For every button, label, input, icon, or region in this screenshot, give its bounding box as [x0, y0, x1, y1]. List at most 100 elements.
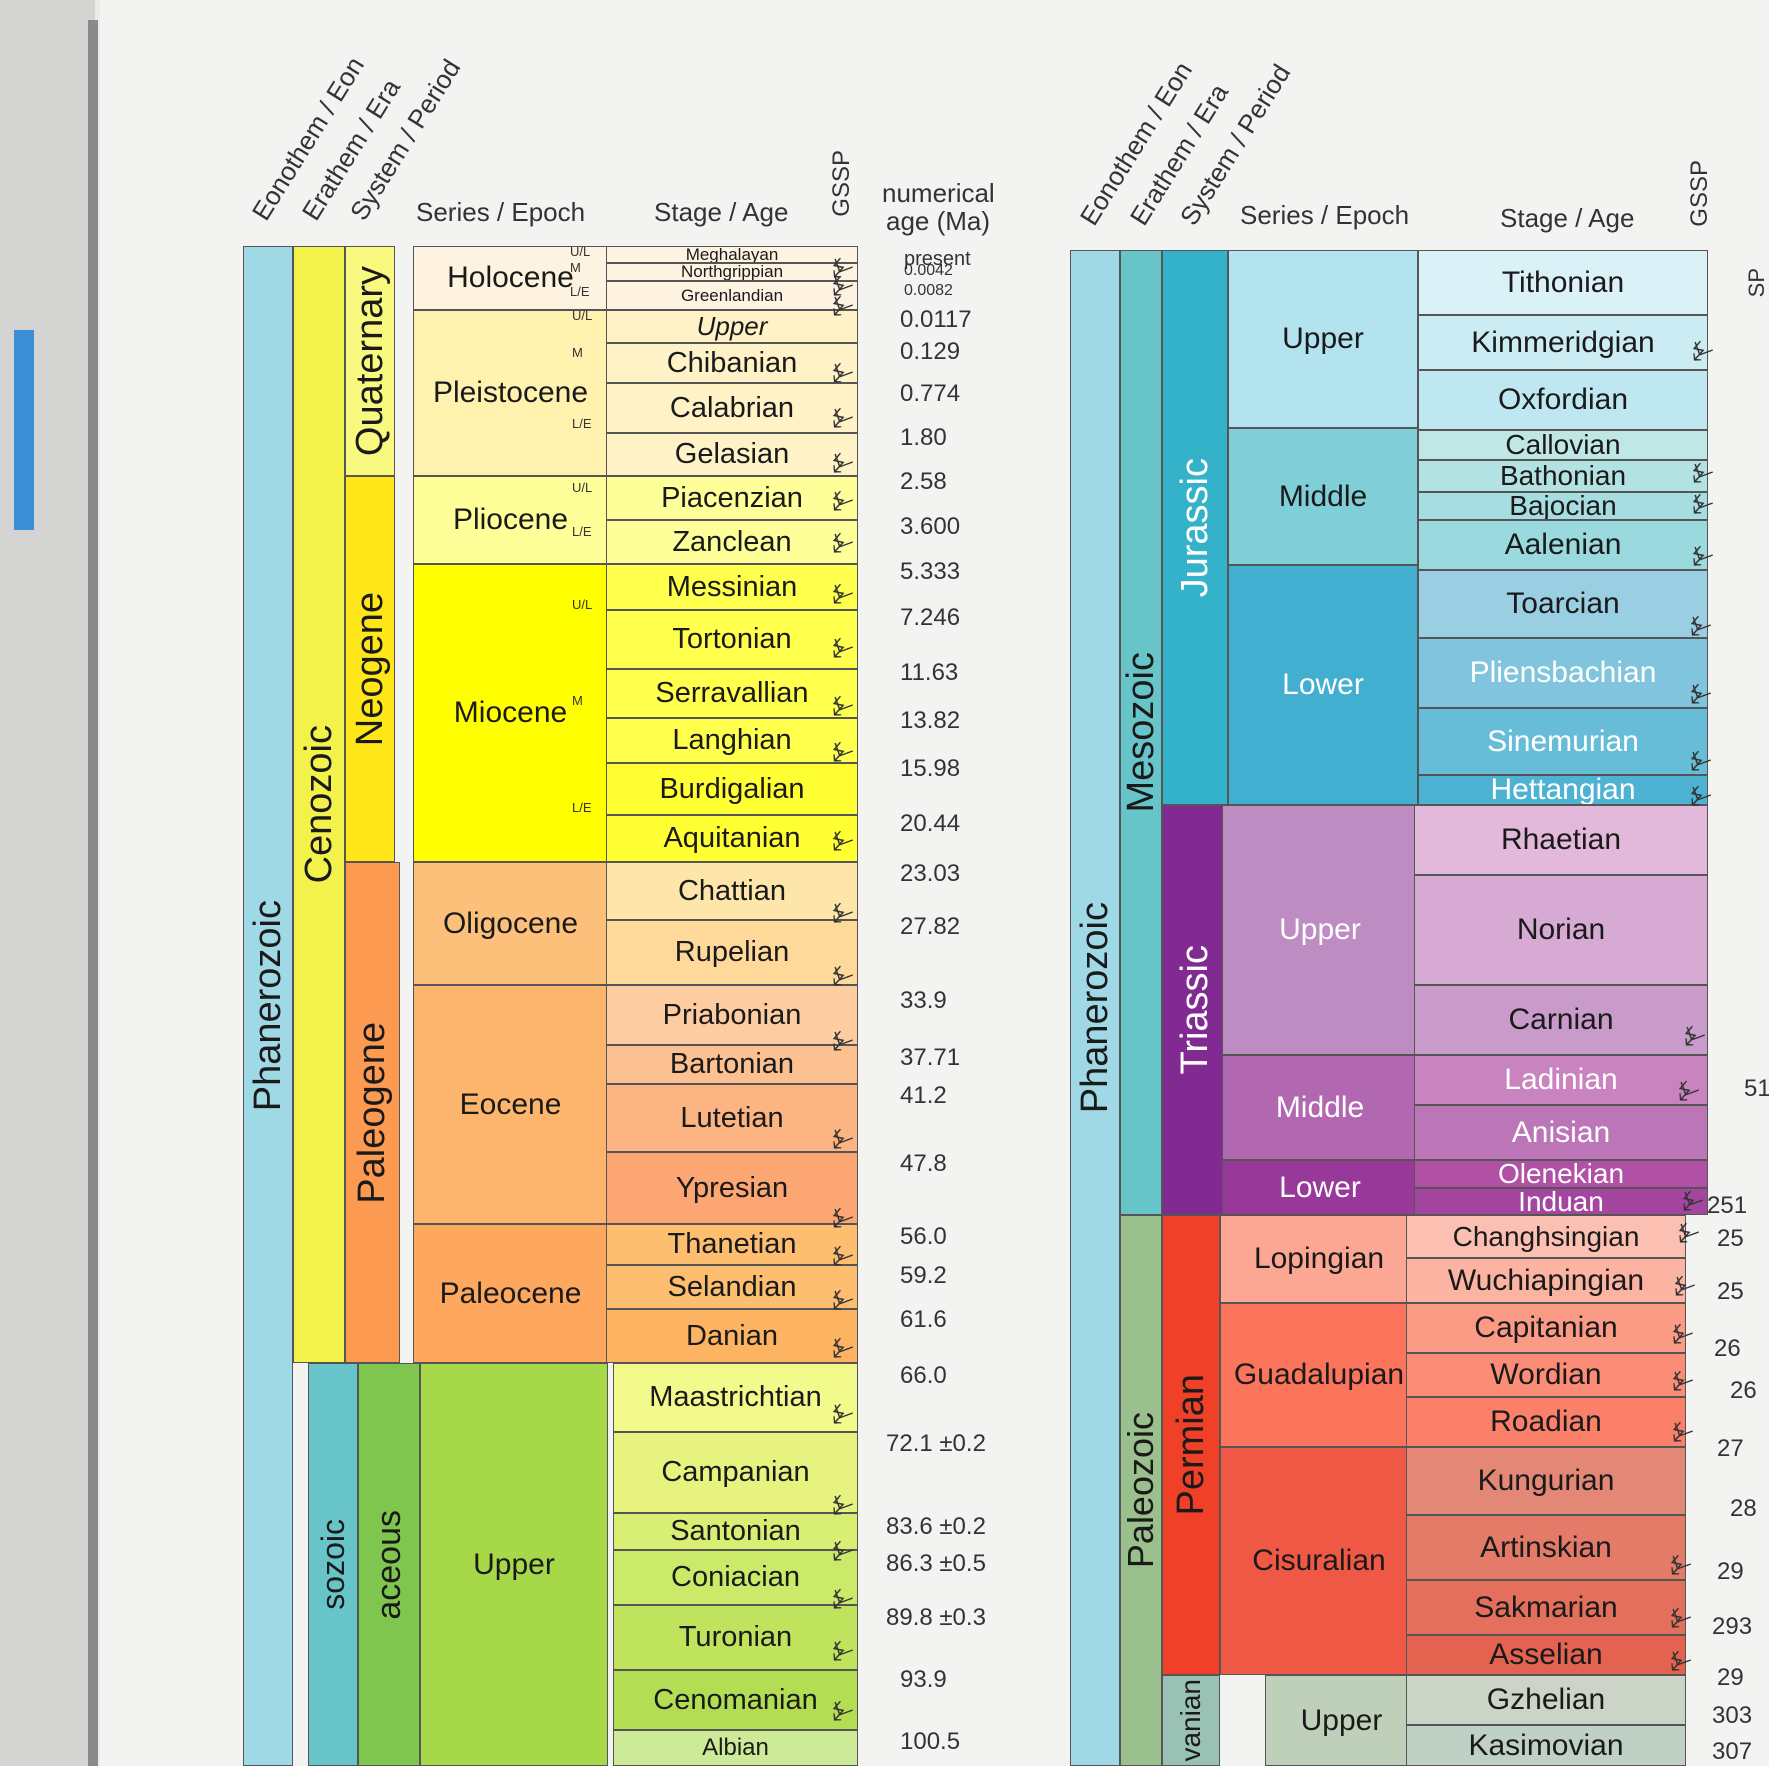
epoch-right-0: Upper [1228, 250, 1418, 428]
subepoch-tag: M [570, 260, 581, 275]
stage-left-15: Chattian [606, 862, 858, 920]
epoch-right-5-label: Lower [1279, 1170, 1361, 1204]
edge-age-value: 51 [1744, 1075, 1769, 1102]
age-value: 66.0 [900, 1362, 947, 1389]
stage-left-29: Cenomanian [613, 1670, 858, 1730]
epoch-right-9: Upper [1265, 1675, 1418, 1766]
age-value: 0.0117 [900, 306, 972, 333]
stage-left-24-label: Maastrichtian [649, 1381, 822, 1413]
period-cretaceous: aceous [358, 1363, 420, 1766]
edge-age-value: 303 [1712, 1702, 1753, 1729]
stage-right-28-label: Kasimovian [1468, 1728, 1624, 1762]
stage-left-9: Messinian [606, 564, 858, 610]
stage-right-24: Artinskian [1406, 1515, 1686, 1580]
age-value: 20.44 [900, 810, 961, 837]
age-value: 93.9 [900, 1666, 947, 1693]
epoch-right-4-label: Middle [1275, 1090, 1365, 1124]
period-neogene: Neogene [345, 476, 395, 862]
stage-left-25: Campanian [613, 1432, 858, 1513]
header-gssp-right: GSSP [1686, 160, 1713, 227]
header-epoch: Series / Epoch [416, 197, 586, 227]
stage-right-21-label: Wordian [1490, 1358, 1602, 1391]
stage-left-21-label: Thanetian [667, 1228, 797, 1260]
stage-left-22: Selandian [606, 1265, 858, 1309]
stage-left-10: Tortonian [606, 610, 858, 669]
stage-left-14: Aquitanian [606, 815, 858, 862]
age-value: 5.333 [900, 558, 961, 585]
age-value: 15.98 [900, 755, 961, 782]
stage-left-8-label: Zanclean [672, 525, 792, 558]
eon-phanerozoic-right-label: Phanerozoic [1073, 902, 1116, 1114]
stage-left-7-label: Piacenzian [661, 481, 803, 514]
epoch-left-0-label: Holocene [447, 261, 574, 294]
age-value: 37.71 [900, 1044, 961, 1071]
age-value: 7.246 [900, 604, 961, 631]
stage-left-1: Northgrippian [606, 263, 858, 281]
epoch-left-1: Pleistocene [413, 310, 608, 476]
stage-right-13-label: Carnian [1508, 1003, 1614, 1036]
age-value: 47.8 [900, 1150, 947, 1177]
stage-left-15-label: Chattian [677, 874, 786, 907]
header-numerical: numerical [882, 178, 995, 208]
stage-left-3: Upper [606, 310, 858, 343]
stage-left-23-label: Danian [686, 1319, 778, 1352]
age-value: 2.58 [900, 468, 947, 495]
period-quaternary-label: Quaternary [348, 265, 391, 457]
age-value: 1.80 [900, 424, 947, 451]
stage-left-10-label: Tortonian [672, 623, 792, 655]
edge-age-value: 26 [1714, 1335, 1741, 1362]
epoch-left-5-label: Eocene [459, 1087, 562, 1121]
period-cretaceous-label: aceous [369, 1509, 408, 1620]
stage-right-19-label: Wuchiapingian [1447, 1263, 1645, 1297]
age-value: 3.600 [900, 513, 961, 540]
subepoch-tag: M [572, 693, 583, 708]
age-value: 86.3 ±0.5 [886, 1550, 986, 1577]
stage-right-20-label: Capitanian [1474, 1311, 1618, 1344]
era-cenozoic: Cenozoic [293, 246, 345, 1363]
epoch-left-3: Miocene [413, 564, 608, 862]
header-edge-right: SP [1744, 268, 1769, 298]
stage-left-12: Langhian [606, 718, 858, 763]
stage-left-20-label: Ypresian [675, 1171, 789, 1204]
stage-left-19: Lutetian [606, 1084, 858, 1152]
stage-right-28: Kasimovian [1406, 1725, 1686, 1766]
epoch-right-6: Lopingian [1220, 1215, 1418, 1303]
age-value: present [904, 248, 971, 270]
stage-left-24: Maastrichtian [613, 1363, 858, 1432]
stage-left-6-label: Gelasian [674, 438, 790, 470]
period-triassic: Triassic [1162, 805, 1228, 1215]
stage-right-11: Rhaetian [1414, 805, 1708, 875]
subepoch-tag: L/E [570, 284, 590, 299]
epoch-right-1-label: Middle [1278, 479, 1368, 513]
stage-left-14-label: Aquitanian [663, 822, 801, 854]
header-epoch-right: Series / Epoch [1240, 200, 1410, 230]
header-stage: Stage / Age [654, 197, 789, 227]
period-neogene-label: Neogene [348, 591, 391, 747]
epoch-left-6-label: Paleocene [439, 1276, 582, 1310]
stage-right-3: Callovian [1418, 430, 1708, 460]
era-mesozoic-right: Mesozoic [1120, 250, 1162, 1215]
stage-left-20: Ypresian [606, 1152, 858, 1224]
epoch-right-5: Lower [1222, 1160, 1418, 1215]
epoch-left-7-label: Upper [473, 1547, 555, 1581]
stage-left-2-label: Greenlandian [680, 285, 784, 305]
epoch-right-8-label: Cisuralian [1252, 1544, 1386, 1577]
stage-right-15-label: Anisian [1511, 1115, 1611, 1149]
epoch-left-6: Paleocene [413, 1224, 608, 1363]
stage-right-12-label: Norian [1516, 913, 1606, 946]
period-quaternary: Quaternary [345, 246, 395, 476]
stage-left-1-label: Northgrippian [680, 263, 784, 281]
epoch-right-0-label: Upper [1282, 322, 1364, 355]
stage-left-4: Chibanian [606, 343, 858, 383]
stage-left-12-label: Langhian [672, 724, 792, 756]
header-age-ma: age (Ma) [886, 206, 991, 236]
epoch-left-1-label: Pleistocene [432, 376, 589, 409]
stage-right-9-label: Sinemurian [1487, 724, 1639, 758]
header-stage-right: Stage / Age [1500, 203, 1635, 233]
stage-left-25-label: Campanian [661, 1456, 810, 1488]
age-value: 33.9 [900, 987, 947, 1014]
bezel-shadow [88, 20, 98, 1766]
age-value: 0.774 [900, 380, 961, 407]
stage-left-5-label: Calabrian [669, 391, 795, 424]
epoch-left-4: Oligocene [413, 862, 608, 985]
